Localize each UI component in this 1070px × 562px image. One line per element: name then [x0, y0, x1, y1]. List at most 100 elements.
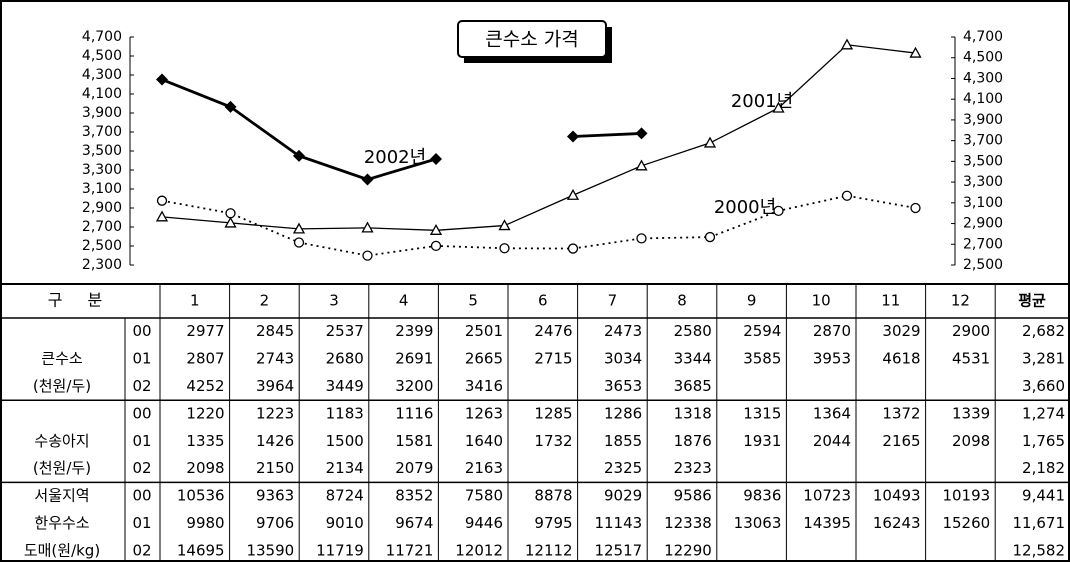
cell: 2845	[256, 322, 294, 340]
chart-title: 큰수소 가격	[485, 29, 578, 51]
cell: 11143	[594, 514, 642, 532]
cell: 16243	[873, 514, 921, 532]
marker	[840, 38, 854, 50]
cell: 2134	[326, 459, 364, 477]
y-tick-label: 2,700	[82, 219, 122, 235]
y2-tick-label: 3,700	[963, 133, 1003, 149]
cell-average: 11,671	[1013, 514, 1066, 532]
cell: 8352	[395, 487, 433, 505]
y-tick-label: 3,300	[82, 162, 122, 178]
cell: 12338	[664, 514, 712, 532]
cell: 12012	[455, 541, 503, 559]
series-label: 2000년	[714, 197, 776, 218]
y2-tick-label: 3,300	[963, 174, 1003, 190]
cell: 1855	[604, 432, 642, 450]
cell: 3344	[674, 350, 712, 368]
row-label: 수송아지	[34, 432, 89, 450]
cell: 3029	[882, 322, 920, 340]
cell: 10723	[803, 487, 851, 505]
cell: 14695	[177, 541, 225, 559]
series-line	[161, 44, 916, 231]
cell: 9363	[256, 487, 294, 505]
header-label: 구 분	[48, 291, 113, 310]
cell: 2476	[534, 322, 572, 340]
marker	[841, 190, 853, 201]
cell: 1223	[256, 404, 294, 422]
y2-tick-label: 4,500	[963, 50, 1003, 66]
row-label: (천원/두)	[33, 459, 91, 477]
row-code: 02	[132, 377, 151, 395]
cell-average: 1,274	[1022, 404, 1065, 422]
marker	[429, 223, 443, 235]
cell: 1931	[743, 432, 781, 450]
cell-average: 2,682	[1022, 322, 1065, 340]
cell: 2399	[395, 322, 433, 340]
cell: 10493	[873, 487, 921, 505]
cell: 2580	[674, 322, 712, 340]
cell: 12112	[525, 541, 573, 559]
cell: 1640	[465, 432, 503, 450]
cell: 3449	[326, 377, 364, 395]
cell: 2691	[395, 350, 433, 368]
cell: 4618	[882, 350, 920, 368]
series-label: 2002년	[364, 147, 426, 168]
cell: 1581	[395, 432, 433, 450]
cell: 2715	[534, 350, 572, 368]
marker	[773, 205, 784, 217]
cell: 2680	[326, 350, 364, 368]
header-month: 4	[399, 292, 409, 310]
cell: 8724	[326, 487, 364, 505]
y-tick-label: 3,700	[82, 124, 122, 140]
marker	[430, 152, 442, 165]
y2-tick-label: 2,700	[963, 236, 1003, 252]
y-tick-label: 3,100	[82, 181, 122, 197]
marker	[155, 210, 169, 222]
cell: 1286	[604, 404, 642, 422]
cell: 1339	[952, 404, 990, 422]
marker	[910, 202, 921, 214]
series-label: 2001년	[731, 91, 793, 112]
series-line	[161, 194, 916, 257]
marker	[566, 188, 580, 200]
cell: 13063	[734, 514, 782, 532]
cell: 2594	[743, 322, 781, 340]
cell: 3964	[256, 377, 294, 395]
header-month: 2	[260, 292, 270, 310]
row-code: 00	[132, 487, 151, 505]
cell: 4252	[186, 377, 224, 395]
y-tick-label: 4,500	[82, 48, 122, 64]
cell: 9446	[465, 514, 503, 532]
cell: 2870	[813, 322, 851, 340]
row-code: 01	[132, 514, 151, 532]
cell: 11721	[386, 541, 434, 559]
cell-average: 12,582	[1013, 541, 1066, 559]
row-code: 01	[132, 350, 151, 368]
marker	[567, 130, 579, 143]
cell: 1500	[326, 432, 364, 450]
marker	[636, 233, 647, 244]
row-label: 도매(원/kg)	[24, 541, 100, 559]
cell: 12517	[594, 541, 642, 559]
marker	[703, 136, 717, 148]
cell-average: 9,441	[1022, 487, 1065, 505]
y2-tick-label: 3,100	[963, 195, 1003, 211]
cell: 9029	[604, 487, 642, 505]
cell: 2079	[395, 459, 433, 477]
y2-tick-label: 2,900	[963, 216, 1003, 232]
marker	[909, 46, 922, 58]
cell: 3953	[813, 350, 851, 368]
marker	[361, 221, 374, 233]
marker	[292, 222, 306, 234]
marker	[567, 243, 579, 254]
marker	[635, 159, 648, 171]
marker	[362, 250, 373, 261]
y2-tick-label: 4,700	[963, 29, 1003, 45]
marker	[225, 208, 236, 219]
cell: 1732	[534, 432, 572, 450]
cell: 2501	[465, 322, 503, 340]
cell: 1372	[882, 404, 920, 422]
marker	[156, 73, 168, 86]
cell: 9586	[674, 487, 712, 505]
marker	[498, 219, 511, 231]
cell: 1183	[326, 404, 364, 422]
